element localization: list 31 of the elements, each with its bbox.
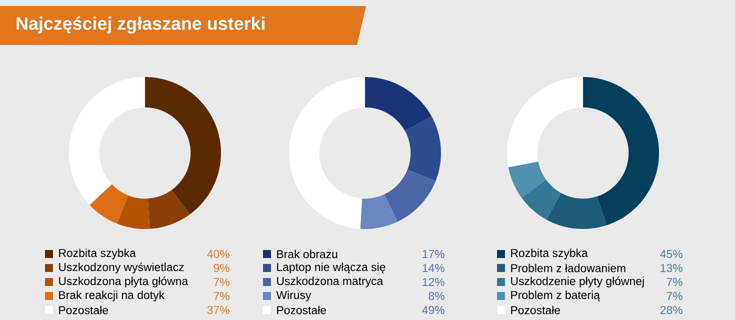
data-label: 9% [214,264,230,272]
data-label: 40% [207,250,230,258]
data-label: 28% [660,306,682,314]
data-label: 13% [660,264,682,272]
data-label: 12% [422,278,444,286]
legend-label: Problem z baterią [511,290,600,302]
legend-label: Uszkodzona matryca [277,276,384,288]
legend-label: Brak obrazu [277,250,338,258]
legend-label: Rozbita szybka [511,248,588,260]
legend-label: Laptop nie włącza się [277,262,386,274]
legend-label: Pozostałe [59,306,108,314]
chart-title: Najczęściej zgłaszane usterki [16,16,264,34]
legend-label: Rozbita szybka [59,248,136,260]
data-label: 37% [207,306,230,314]
legend-label: Wirusy [276,290,312,302]
data-label: 7% [214,292,230,300]
data-label: 7% [666,278,682,286]
data-label: 7% [666,292,682,300]
data-label: 49% [422,306,444,314]
data-label: 17% [422,250,444,258]
legend-label: Uszkodzenie płyty głównej [511,276,644,288]
legend-label: Pozostałe [511,306,560,314]
legend-label: Uszkodzony wyświetlacz [59,262,184,274]
legend-label: Pozostałe [277,306,326,314]
legend-label: Problem z ładowaniem [511,264,626,272]
data-label: 45% [660,250,682,258]
data-label: 14% [422,264,444,272]
data-label: 7% [214,278,230,286]
legend-label: Uszkodzona płyta główna [59,276,188,288]
data-label: 8% [428,292,444,300]
legend-label: Brak reakcji na dotyk [59,290,165,302]
